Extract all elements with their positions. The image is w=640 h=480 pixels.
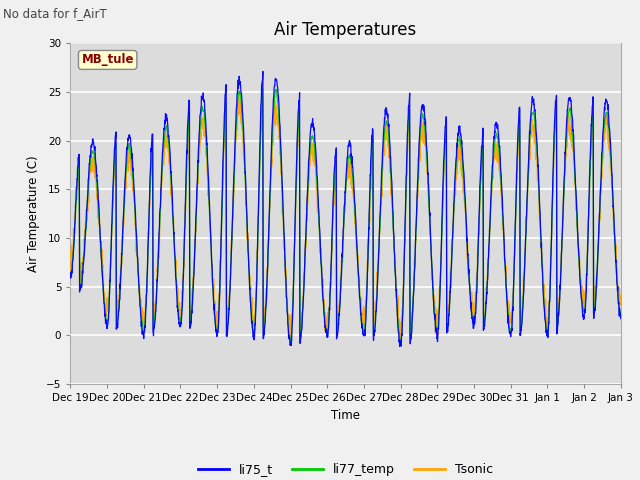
X-axis label: Time: Time bbox=[331, 408, 360, 421]
Title: Air Temperatures: Air Temperatures bbox=[275, 21, 417, 39]
Text: MB_tule: MB_tule bbox=[81, 53, 134, 66]
Y-axis label: Air Temperature (C): Air Temperature (C) bbox=[28, 156, 40, 272]
Text: No data for f_AirT: No data for f_AirT bbox=[3, 7, 107, 20]
Legend: li75_t, li77_temp, Tsonic: li75_t, li77_temp, Tsonic bbox=[193, 458, 499, 480]
